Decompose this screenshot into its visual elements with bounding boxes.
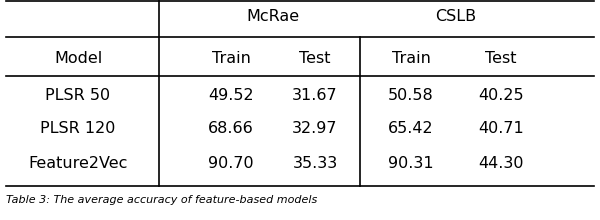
Text: Model: Model [54,51,102,66]
Text: Train: Train [392,51,430,66]
Text: 68.66: 68.66 [208,121,254,136]
Text: 40.71: 40.71 [478,121,524,136]
Text: 32.97: 32.97 [292,121,338,136]
Text: 35.33: 35.33 [292,156,338,171]
Text: 65.42: 65.42 [388,121,434,136]
Text: Train: Train [212,51,250,66]
Text: PLSR 50: PLSR 50 [46,88,110,103]
Text: 90.70: 90.70 [208,156,254,171]
Text: 90.31: 90.31 [388,156,434,171]
Text: 50.58: 50.58 [388,88,434,103]
Text: McRae: McRae [247,9,299,24]
Text: 31.67: 31.67 [292,88,338,103]
Text: 44.30: 44.30 [478,156,524,171]
Text: Test: Test [485,51,517,66]
Text: 49.52: 49.52 [208,88,254,103]
Text: PLSR 120: PLSR 120 [40,121,116,136]
Text: Test: Test [299,51,331,66]
Text: Feature2Vec: Feature2Vec [28,156,128,171]
Text: 40.25: 40.25 [478,88,524,103]
Text: CSLB: CSLB [436,9,476,24]
Text: Table 3: The average accuracy of feature-based models: Table 3: The average accuracy of feature… [6,195,317,205]
